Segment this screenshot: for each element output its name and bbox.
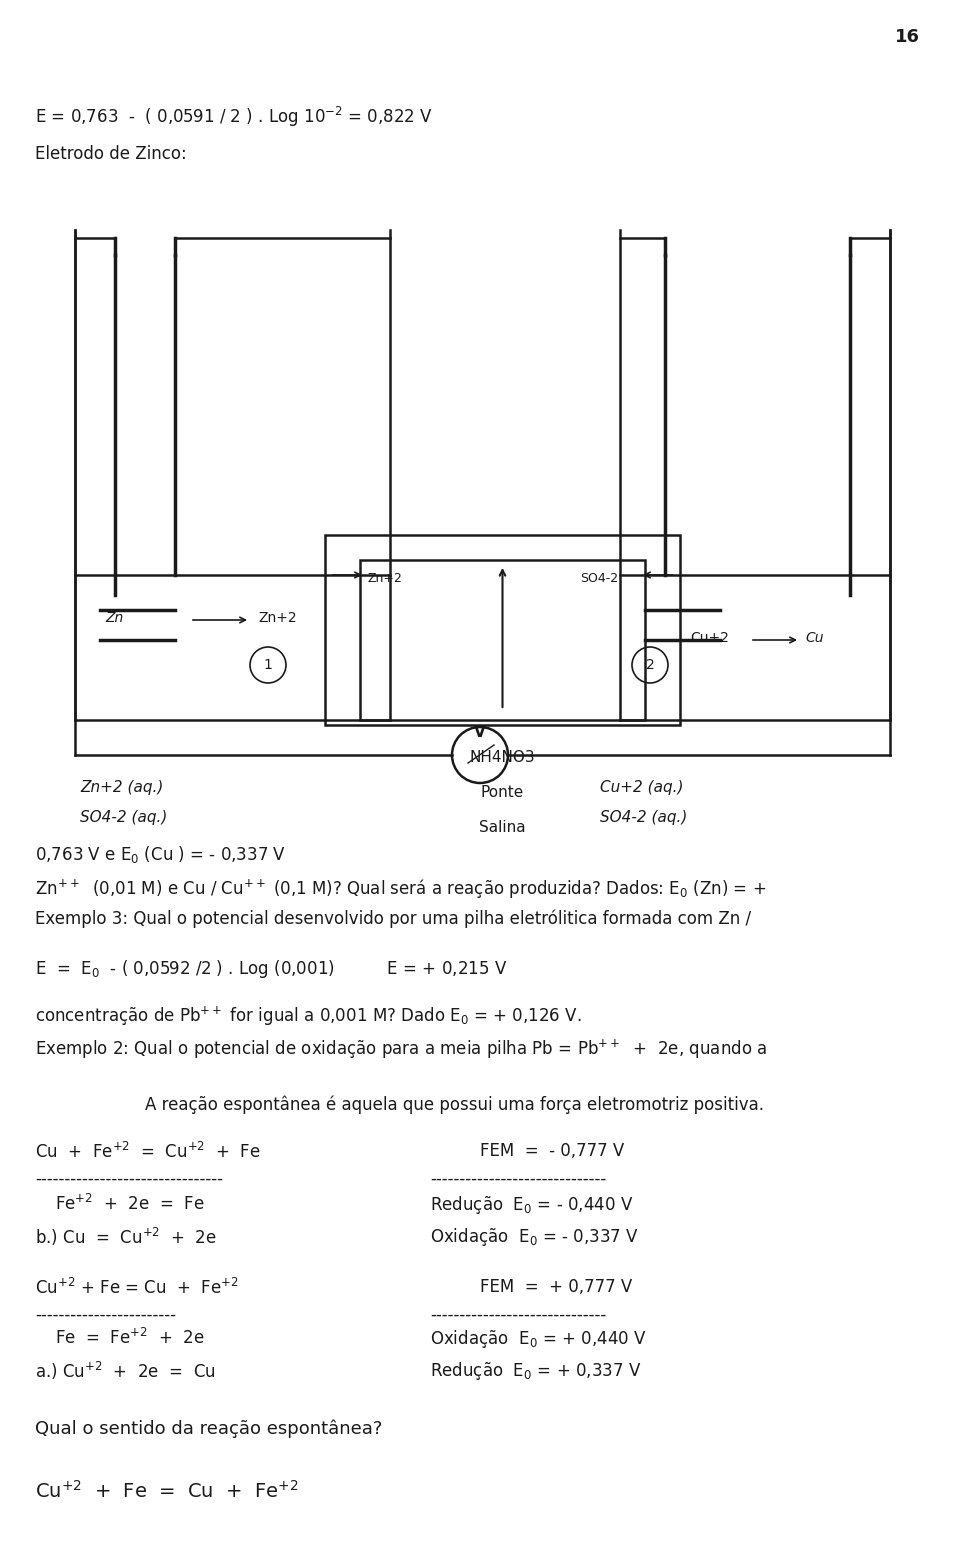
Text: Cu+2: Cu+2 xyxy=(690,631,729,645)
Text: ------------------------------: ------------------------------ xyxy=(430,1170,607,1187)
Text: A reação espontânea é aquela que possui uma força eletromotriz positiva.: A reação espontânea é aquela que possui … xyxy=(145,1096,764,1114)
Text: 0,763 V e E$_0$ (Cu ) = - 0,337 V: 0,763 V e E$_0$ (Cu ) = - 0,337 V xyxy=(35,844,286,866)
Text: Cu: Cu xyxy=(805,631,824,645)
Text: Exemplo 2: Qual o potencial de oxidação para a meia pilha Pb = Pb$^{++}$  +  2e,: Exemplo 2: Qual o potencial de oxidação … xyxy=(35,1038,767,1061)
Text: FEM  =  + 0,777 V: FEM = + 0,777 V xyxy=(480,1277,633,1296)
Text: Cu$^{+2}$ + Fe = Cu  +  Fe$^{+2}$: Cu$^{+2}$ + Fe = Cu + Fe$^{+2}$ xyxy=(35,1277,239,1298)
Bar xyxy=(325,535,680,726)
Text: Cu+2 (aq.): Cu+2 (aq.) xyxy=(600,780,684,796)
Text: NH4NO3: NH4NO3 xyxy=(469,751,536,765)
Text: SO4-2: SO4-2 xyxy=(580,572,618,584)
Text: Ponte: Ponte xyxy=(481,785,524,800)
Text: V: V xyxy=(474,726,486,740)
Text: E  =  E$_0$  - ( 0,0592 /2 ) . Log (0,001)          E = + 0,215 V: E = E$_0$ - ( 0,0592 /2 ) . Log (0,001) … xyxy=(35,957,507,981)
Text: Fe  =  Fe$^{+2}$  +  2e: Fe = Fe$^{+2}$ + 2e xyxy=(55,1329,204,1349)
Text: Salina: Salina xyxy=(479,821,526,834)
Text: Eletrodo de Zinco:: Eletrodo de Zinco: xyxy=(35,145,187,163)
Text: Zn: Zn xyxy=(105,611,123,625)
Text: Exemplo 3: Qual o potencial desenvolvido por uma pilha eletrólitica formada com : Exemplo 3: Qual o potencial desenvolvido… xyxy=(35,911,751,928)
Text: Zn+2: Zn+2 xyxy=(258,611,297,625)
Text: Redução  E$_0$ = + 0,337 V: Redução E$_0$ = + 0,337 V xyxy=(430,1360,641,1382)
Bar xyxy=(360,559,645,720)
Text: Redução  E$_0$ = - 0,440 V: Redução E$_0$ = - 0,440 V xyxy=(430,1193,634,1215)
Text: 2: 2 xyxy=(646,657,655,671)
Text: SO4-2 (aq.): SO4-2 (aq.) xyxy=(80,810,167,825)
Text: a.) Cu$^{+2}$  +  2e  =  Cu: a.) Cu$^{+2}$ + 2e = Cu xyxy=(35,1360,216,1382)
Text: E = 0,763  -  ( 0,0591 / 2 ) . Log 10$^{-2}$ = 0,822 V: E = 0,763 - ( 0,0591 / 2 ) . Log 10$^{-2… xyxy=(35,106,433,129)
Text: concentração de Pb$^{++}$ for igual a 0,001 M? Dado E$_0$ = + 0,126 V.: concentração de Pb$^{++}$ for igual a 0,… xyxy=(35,1005,582,1029)
Text: ------------------------------: ------------------------------ xyxy=(430,1305,607,1324)
Text: SO4-2 (aq.): SO4-2 (aq.) xyxy=(600,810,687,825)
Text: Fe$^{+2}$  +  2e  =  Fe: Fe$^{+2}$ + 2e = Fe xyxy=(55,1193,204,1214)
Text: Cu  +  Fe$^{+2}$  =  Cu$^{+2}$  +  Fe: Cu + Fe$^{+2}$ = Cu$^{+2}$ + Fe xyxy=(35,1142,261,1162)
Text: Zn+2: Zn+2 xyxy=(368,572,403,584)
Text: Zn$^{++}$  (0,01 M) e Cu / Cu$^{++}$ (0,1 M)? Qual será a reação produzida? Dado: Zn$^{++}$ (0,01 M) e Cu / Cu$^{++}$ (0,1… xyxy=(35,876,766,900)
Text: 1: 1 xyxy=(264,657,273,671)
Text: Zn+2 (aq.): Zn+2 (aq.) xyxy=(80,780,163,796)
Text: --------------------------------: -------------------------------- xyxy=(35,1170,223,1187)
Text: b.) Cu  =  Cu$^{+2}$  +  2e: b.) Cu = Cu$^{+2}$ + 2e xyxy=(35,1226,217,1248)
Text: FEM  =  - 0,777 V: FEM = - 0,777 V xyxy=(480,1142,624,1159)
Text: ------------------------: ------------------------ xyxy=(35,1305,176,1324)
Text: Qual o sentido da reação espontânea?: Qual o sentido da reação espontânea? xyxy=(35,1420,382,1439)
Text: Oxidação  E$_0$ = + 0,440 V: Oxidação E$_0$ = + 0,440 V xyxy=(430,1329,647,1350)
Text: Cu$^{+2}$  +  Fe  =  Cu  +  Fe$^{+2}$: Cu$^{+2}$ + Fe = Cu + Fe$^{+2}$ xyxy=(35,1479,299,1501)
Text: 16: 16 xyxy=(895,28,920,47)
Text: Oxidação  E$_0$ = - 0,337 V: Oxidação E$_0$ = - 0,337 V xyxy=(430,1226,638,1248)
